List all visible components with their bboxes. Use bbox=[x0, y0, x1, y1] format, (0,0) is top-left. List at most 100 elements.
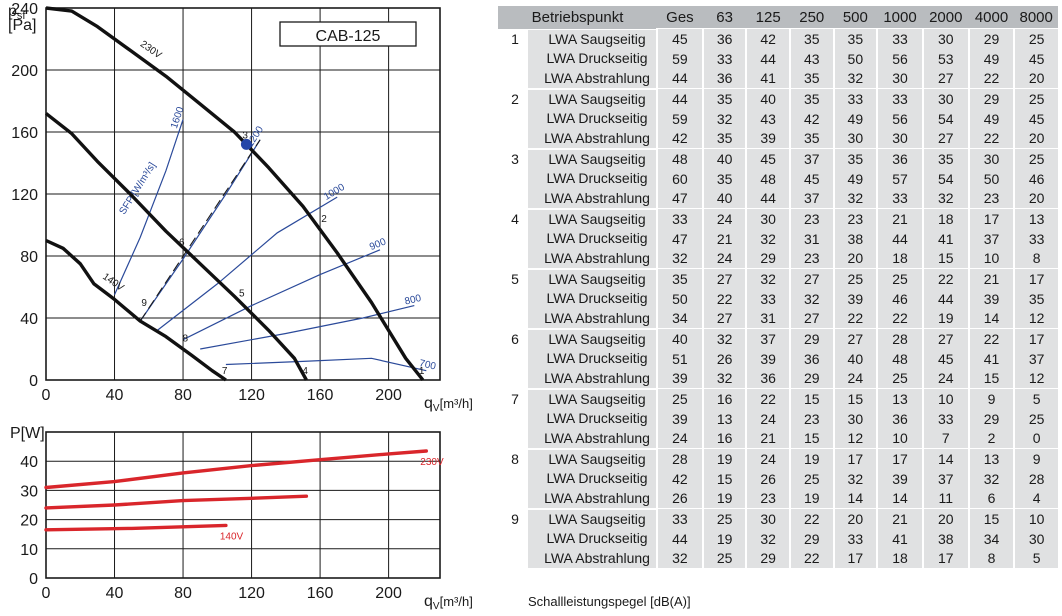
value-cell: 44 bbox=[656, 68, 703, 89]
value-cell: 40 bbox=[656, 328, 703, 349]
measurement-label: LWA Druckseitig bbox=[528, 409, 657, 429]
value-cell: 18 bbox=[921, 208, 969, 229]
table-row: LWA Druckseitig 59 33 44 43 50 56 53 49 45 bbox=[498, 49, 1058, 69]
row-label-cell: LWA Abstrahlung bbox=[498, 248, 657, 268]
value-cell: 23 bbox=[788, 208, 834, 229]
value-cell: 29 bbox=[967, 28, 1015, 49]
table-row: LWA Druckseitig 51 26 39 36 40 48 45 41 37 bbox=[498, 349, 1058, 369]
row-label-cell: 7 LWA Saugseitig bbox=[498, 388, 657, 409]
value-cell: 20 bbox=[1013, 128, 1058, 149]
value-cell: 2 bbox=[967, 428, 1015, 449]
y-tick-label: 0 bbox=[29, 571, 38, 588]
value-cell: 33 bbox=[701, 49, 747, 69]
value-cell: 36 bbox=[701, 68, 747, 89]
operating-point-number bbox=[498, 68, 528, 88]
value-cell: 11 bbox=[921, 488, 969, 509]
measurement-label: LWA Saugseitig bbox=[528, 269, 657, 289]
table-row: 7 LWA Saugseitig 25 16 22 15 15 13 10 9 5 bbox=[498, 388, 1058, 409]
value-cell: 15 bbox=[832, 388, 878, 409]
value-cell: 21 bbox=[876, 208, 923, 229]
sfp-curve-label: 700 bbox=[418, 358, 437, 372]
measurement-label: LWA Druckseitig bbox=[528, 109, 657, 129]
x-tick-label: 120 bbox=[238, 585, 265, 602]
value-cell: 41 bbox=[745, 68, 790, 89]
measurement-label: LWA Abstrahlung bbox=[528, 248, 657, 268]
value-cell: 45 bbox=[656, 28, 703, 49]
sfp-curve bbox=[182, 249, 381, 341]
operating-point-number: 9 bbox=[498, 509, 528, 529]
value-cell: 25 bbox=[656, 388, 703, 409]
value-cell: 19 bbox=[701, 529, 747, 549]
plot-frame bbox=[45, 7, 441, 381]
x-tick-label: 0 bbox=[42, 585, 51, 602]
table-row: LWA Abstrahlung 44 36 41 35 32 30 27 22 20 bbox=[498, 68, 1058, 89]
value-cell: 24 bbox=[745, 448, 790, 469]
value-cell: 36 bbox=[745, 368, 790, 389]
value-cell: 35 bbox=[832, 148, 878, 169]
value-cell: 14 bbox=[876, 488, 923, 509]
value-cell: 25 bbox=[1013, 88, 1058, 109]
value-cell: 30 bbox=[1013, 529, 1058, 549]
value-cell: 33 bbox=[876, 188, 923, 209]
value-cell: 26 bbox=[656, 488, 703, 509]
value-cell: 39 bbox=[876, 469, 923, 489]
value-cell: 19 bbox=[921, 308, 969, 329]
value-cell: 37 bbox=[1013, 349, 1058, 369]
table-row: LWA Druckseitig 50 22 33 32 39 46 44 39 35 bbox=[498, 289, 1058, 309]
value-cell: 57 bbox=[876, 169, 923, 189]
plot-frame bbox=[45, 431, 441, 579]
x-tick-label: 160 bbox=[307, 585, 334, 602]
title-box bbox=[279, 21, 417, 47]
value-cell: 40 bbox=[701, 188, 747, 209]
value-cell: 33 bbox=[1013, 229, 1058, 249]
value-cell: 17 bbox=[876, 448, 923, 469]
sfp-curve bbox=[225, 357, 427, 372]
value-cell: 45 bbox=[745, 148, 790, 169]
measurement-label: LWA Abstrahlung bbox=[528, 428, 657, 448]
value-cell: 24 bbox=[921, 368, 969, 389]
row-label-cell: LWA Druckseitig bbox=[498, 469, 657, 489]
value-cell: 30 bbox=[921, 28, 969, 49]
table-row: LWA Abstrahlung 42 35 39 35 30 30 27 22 20 bbox=[498, 128, 1058, 149]
value-cell: 41 bbox=[876, 529, 923, 549]
operating-point-number bbox=[498, 529, 528, 549]
table-row: 2 LWA Saugseitig 44 35 40 35 33 33 30 29 25 bbox=[498, 88, 1058, 109]
value-cell: 46 bbox=[1013, 169, 1058, 189]
value-cell: 21 bbox=[701, 229, 747, 249]
measurement-label: LWA Saugseitig bbox=[528, 89, 657, 109]
operating-point-number bbox=[498, 349, 528, 369]
value-cell: 49 bbox=[832, 169, 878, 189]
value-cell: 12 bbox=[832, 428, 878, 449]
row-label-cell: 1 LWA Saugseitig bbox=[498, 28, 657, 49]
value-cell: 56 bbox=[876, 49, 923, 69]
measurement-label: LWA Druckseitig bbox=[528, 289, 657, 309]
table-header-row: Betriebspunkt Ges 63 125 250 500 1000 2000 4000 8… bbox=[498, 6, 1058, 29]
measurement-label: LWA Saugseitig bbox=[528, 209, 657, 229]
value-cell: 37 bbox=[921, 469, 969, 489]
row-label-cell: LWA Abstrahlung bbox=[498, 368, 657, 388]
operating-point-number: 2 bbox=[498, 89, 528, 109]
operating-point-number: 3 bbox=[498, 149, 528, 169]
charts-area: 0 40 80 120 160 200 0 40 80 120 160 200 240 psf [Pa] qV… bbox=[0, 0, 480, 616]
operating-point-label: 3 bbox=[242, 130, 248, 141]
y-tick-label: 120 bbox=[11, 187, 38, 204]
value-cell: 42 bbox=[656, 469, 703, 489]
power-curve bbox=[44, 523, 228, 532]
value-cell: 30 bbox=[745, 208, 790, 229]
sfp-curve-label: 1000 bbox=[322, 182, 347, 203]
y-tick-label: 40 bbox=[20, 454, 38, 471]
value-cell: 40 bbox=[832, 349, 878, 369]
value-cell: 23 bbox=[967, 188, 1015, 209]
header-operating-point: Betriebspunkt bbox=[498, 6, 658, 29]
value-cell: 35 bbox=[701, 88, 747, 109]
x-tick-label: 200 bbox=[375, 387, 402, 404]
value-cell: 35 bbox=[788, 128, 834, 149]
operating-point-number bbox=[498, 248, 528, 268]
row-label-cell: LWA Druckseitig bbox=[498, 169, 657, 189]
value-cell: 33 bbox=[656, 208, 703, 229]
value-cell: 37 bbox=[788, 188, 834, 209]
row-label-cell: 4 LWA Saugseitig bbox=[498, 208, 657, 229]
sound-table-container: Betriebspunkt Ges 63 125 250 500 1000 2000 4000 8… bbox=[498, 6, 1058, 568]
value-cell: 38 bbox=[832, 229, 878, 249]
